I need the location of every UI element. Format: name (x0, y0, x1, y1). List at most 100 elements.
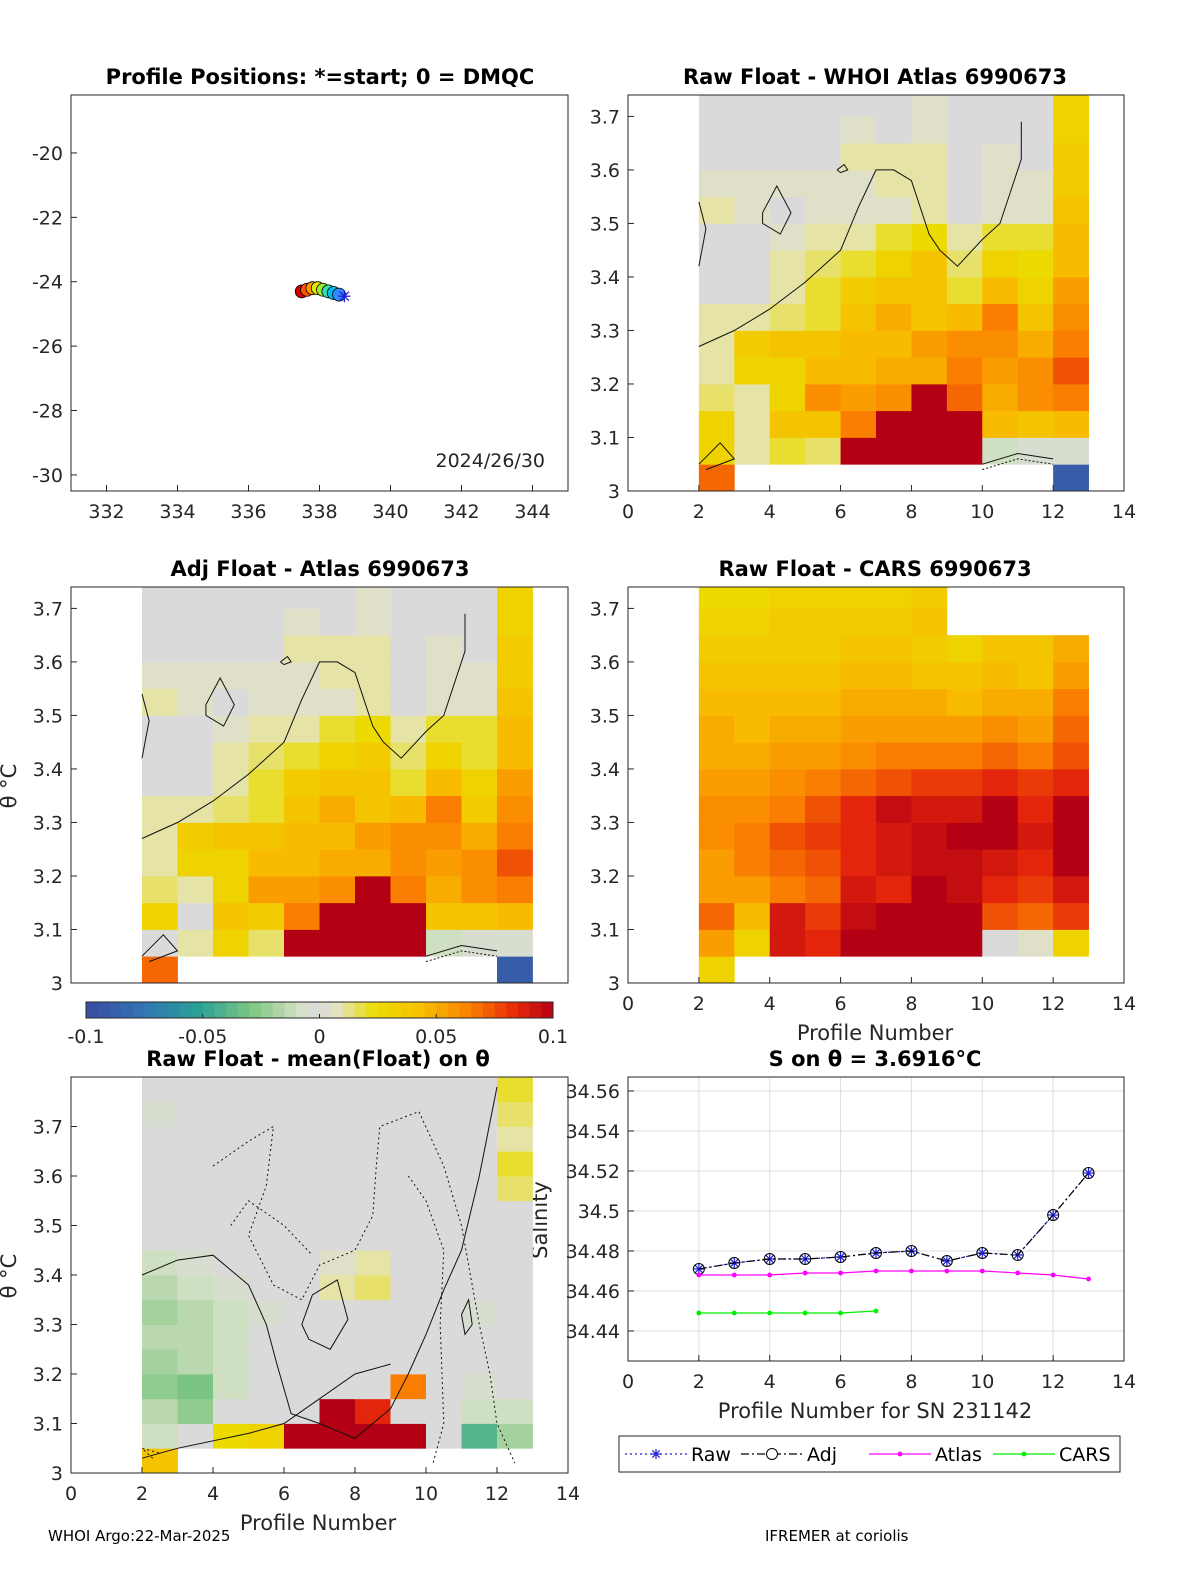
mean-cell (461, 1299, 498, 1325)
mean-cell (497, 1101, 533, 1127)
cars-cell (1017, 929, 1054, 957)
cars-cell (805, 875, 841, 904)
cars-cell (698, 795, 735, 823)
adj-cell (142, 849, 178, 877)
mean-cell (497, 1225, 533, 1251)
whoi-cell (734, 95, 771, 117)
mean-cell (426, 1101, 462, 1127)
adj-cell (497, 929, 533, 957)
mean-cell (142, 1423, 178, 1449)
mean-cell (355, 1126, 391, 1152)
cars-cell (698, 929, 735, 957)
adj-cell (426, 849, 462, 877)
whoi-ytick-label: 3 (608, 481, 620, 503)
mean-cell (319, 1200, 356, 1226)
cars-cell (734, 875, 771, 904)
adj-cell (426, 661, 462, 690)
whoi-cell (946, 330, 983, 358)
cars-cell (734, 635, 771, 663)
whoi-cell (911, 95, 948, 117)
mean-cell (142, 1299, 178, 1325)
mean-cell (284, 1176, 320, 1202)
positions-ytick-label: -24 (32, 272, 63, 294)
adj-cell (177, 849, 214, 877)
footer-left-text: WHOI Argo:22-Mar-2025 (48, 1527, 230, 1545)
whoi-contour-line (698, 201, 707, 267)
adj-cell (497, 608, 533, 636)
mean-cell (426, 1225, 462, 1251)
mean-xtick-label: 12 (485, 1483, 509, 1505)
mean-cell (355, 1374, 391, 1400)
mean-ytick-label: 3.4 (33, 1265, 63, 1287)
salinity-xtick-label: 4 (764, 1371, 776, 1393)
series-atlas-point (1050, 1272, 1056, 1278)
whoi-ytick-label: 3.4 (590, 267, 620, 289)
whoi-cell (876, 95, 912, 117)
mean-cell (461, 1176, 498, 1202)
adj-cell (177, 715, 214, 743)
cars-cell (911, 768, 948, 797)
whoi-cell (911, 330, 948, 358)
mean-cell (248, 1225, 285, 1251)
mean-cell (355, 1250, 391, 1276)
cars-cell (982, 688, 1019, 716)
cars-cell (982, 822, 1019, 850)
mean-cell (213, 1101, 249, 1127)
mean-cell (390, 1176, 427, 1202)
mean-cell (177, 1225, 214, 1251)
whoi-cell (769, 169, 806, 198)
cars-cell (734, 902, 771, 930)
colorbar-segment (237, 1002, 250, 1018)
adj-cell (390, 902, 427, 930)
cars-cell (805, 822, 841, 850)
salinity-xtick-label: 8 (905, 1371, 917, 1393)
colorbar-segment (261, 1002, 274, 1018)
mean-cell (142, 1448, 178, 1474)
star-stroke (651, 1449, 661, 1459)
cars-cell (805, 587, 841, 609)
cars-cell (805, 768, 841, 797)
mean-cell (497, 1398, 533, 1424)
whoi-cell (911, 437, 948, 465)
mean-cell (355, 1423, 391, 1449)
cars-cell (911, 608, 948, 636)
mean-cell (248, 1398, 285, 1424)
colorbar-segment (179, 1002, 192, 1018)
adj-cell (319, 768, 356, 797)
colorbar-segment (307, 1002, 320, 1018)
whoi-cell (840, 330, 877, 358)
cars-cell (1053, 929, 1089, 957)
adj-cell (142, 956, 178, 984)
whoi-cell (698, 143, 735, 171)
series-cars-point (731, 1310, 737, 1316)
mean-cell (390, 1324, 427, 1350)
whoi-cell (911, 383, 948, 412)
whoi-cell (769, 223, 806, 251)
salinity-xtick-label: 10 (970, 1371, 994, 1393)
whoi-cell (840, 303, 877, 331)
legend-label: Adj (807, 1444, 837, 1466)
adj-ylabel: θ °C (0, 764, 21, 809)
whoi-ytick-label: 3.3 (590, 320, 620, 342)
cars-cell (769, 768, 806, 797)
legend-entry-raw: Raw (625, 1444, 731, 1466)
whoi-ytick-label: 3.5 (590, 213, 620, 235)
adj-cell (142, 795, 178, 823)
series-adj-point (1011, 1249, 1024, 1261)
adj-cell (355, 768, 391, 797)
mean-cell (426, 1275, 462, 1301)
mean-cell (319, 1275, 356, 1301)
cars-ytick-label: 3.5 (590, 705, 620, 727)
mean-ytick-label: 3.7 (33, 1117, 63, 1139)
cars-xtick-label: 10 (970, 993, 994, 1015)
whoi-cell (1017, 276, 1054, 305)
cars-cell (911, 929, 948, 957)
salinity-ytick-label: 34.54 (566, 1121, 620, 1143)
series-atlas-point (909, 1268, 914, 1274)
adj-cell (319, 635, 356, 663)
whoi-cell (698, 169, 735, 198)
mean-cell (142, 1225, 178, 1251)
adj-cell (390, 635, 427, 663)
cars-cell (1053, 661, 1089, 690)
whoi-cell (982, 276, 1019, 305)
